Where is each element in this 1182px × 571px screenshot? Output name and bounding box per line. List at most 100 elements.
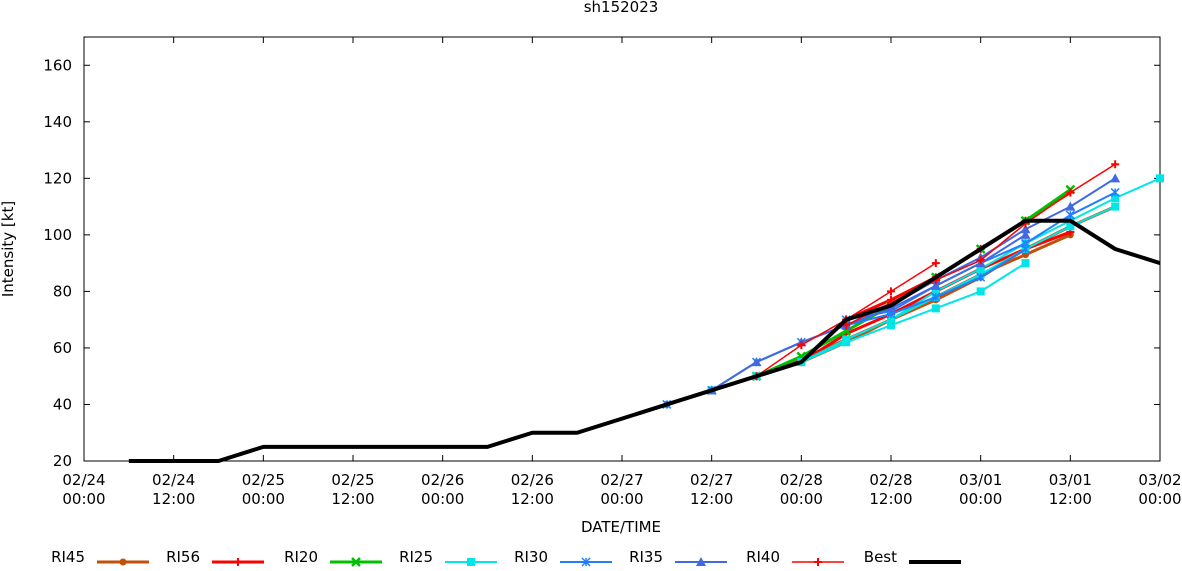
x-tick-date: 02/27 (690, 471, 733, 489)
ri25-point (931, 287, 940, 296)
legend-label: RI56 (166, 548, 200, 566)
ri40-point (842, 321, 851, 330)
ri25-point (887, 321, 895, 330)
y-tick-label: 20 (53, 452, 72, 470)
legend-marker (581, 557, 591, 567)
ri25-point (842, 335, 851, 344)
series-ri35 (706, 173, 1121, 395)
ri25-point (976, 264, 985, 273)
legend-label: RI30 (514, 548, 548, 566)
legend: RI45 RI56 RI20 RI25 RI30 RI35 RI40 Best (51, 548, 961, 567)
ri40-point (976, 256, 985, 265)
legend-label: RI40 (746, 548, 780, 566)
legend-item-ri35: RI35 (629, 548, 727, 566)
x-axis-label: DATE/TIME (581, 518, 661, 536)
y-tick-label: 160 (43, 56, 72, 74)
x-axis: 02/2400:0002/2412:0002/2500:0002/2512:00… (62, 37, 1182, 508)
ri40-point (797, 341, 806, 350)
legend-marker (467, 558, 475, 566)
legend-label: Best (864, 548, 897, 566)
x-tick-time: 12:00 (331, 490, 374, 508)
x-tick-time: 00:00 (959, 490, 1002, 508)
ri35-point (1110, 173, 1121, 183)
ri25-point (1111, 194, 1120, 203)
ri25-point (976, 287, 985, 296)
ri25-point (887, 315, 895, 324)
y-tick-label: 120 (43, 169, 72, 187)
ri40-point (931, 259, 940, 268)
x-tick-date: 02/27 (600, 471, 643, 489)
x-tick-time: 00:00 (242, 490, 285, 508)
x-tick-date: 02/24 (62, 471, 105, 489)
y-axis: 20 40 60 80 100 120 140 160 (43, 56, 1160, 470)
ri35-point (1020, 224, 1031, 234)
legend-marker (234, 558, 242, 566)
legend-item-ri45: RI45 (51, 548, 149, 566)
ri30-point (976, 272, 986, 282)
x-tick-time: 12:00 (690, 490, 733, 508)
best-line (128, 218, 1161, 463)
legend-label: RI20 (284, 548, 318, 566)
ri30-point (1065, 210, 1075, 220)
ri30-point (1020, 238, 1031, 248)
ri35-point (1065, 201, 1076, 211)
x-tick-time: 12:00 (511, 490, 554, 508)
x-tick-date: 03/01 (1049, 471, 1092, 489)
x-tick-time: 00:00 (1138, 490, 1181, 508)
ri30-point (1110, 187, 1120, 197)
series-best (128, 218, 1161, 463)
y-tick-label: 100 (43, 226, 72, 244)
x-tick-date: 02/25 (242, 471, 285, 489)
ri25-point (1111, 202, 1120, 211)
ri25-point (1156, 174, 1164, 183)
ri25-line (800, 205, 1116, 363)
ri25-point (931, 304, 940, 313)
x-tick-date: 02/28 (780, 471, 823, 489)
x-tick-time: 12:00 (1049, 490, 1092, 508)
y-tick-label: 80 (53, 282, 72, 300)
legend-item-ri40: RI40 (746, 548, 844, 566)
ri40-point (1066, 188, 1075, 197)
legend-item-ri20: RI20 (284, 548, 382, 567)
x-tick-date: 03/01 (959, 471, 1002, 489)
legend-marker (351, 557, 361, 567)
y-axis-label: Intensity [kt] (0, 201, 17, 297)
x-tick-time: 12:00 (152, 490, 195, 508)
ri30-point (931, 292, 941, 302)
series-lines (128, 160, 1164, 463)
series-ri20 (751, 184, 1076, 382)
x-tick-date: 02/25 (331, 471, 374, 489)
ri35-point (751, 357, 762, 367)
x-tick-date: 02/26 (511, 471, 554, 489)
ri35-point (930, 280, 941, 290)
y-tick-label: 40 (53, 395, 72, 413)
y-tick-label: 140 (43, 113, 72, 131)
legend-label: RI45 (51, 548, 85, 566)
ri25-line (711, 262, 1027, 392)
legend-item-ri30: RI30 (514, 548, 612, 567)
legend-item-ri56: RI56 (166, 548, 264, 566)
legend-item-ri25: RI25 (399, 548, 497, 566)
x-tick-time: 00:00 (421, 490, 464, 508)
x-tick-time: 00:00 (780, 490, 823, 508)
legend-marker (119, 558, 127, 566)
x-tick-time: 12:00 (869, 490, 912, 508)
legend-label: RI25 (399, 548, 433, 566)
x-tick-time: 00:00 (62, 490, 105, 508)
x-tick-date: 02/26 (421, 471, 464, 489)
legend-marker (696, 557, 706, 566)
x-tick-date: 03/02 (1138, 471, 1181, 489)
ri25-point (1066, 222, 1075, 231)
y-tick-label: 60 (53, 339, 72, 357)
plot-frame (83, 36, 1161, 462)
x-tick-date: 02/24 (152, 471, 195, 489)
legend-item-best: Best (864, 548, 961, 566)
x-tick-time: 00:00 (600, 490, 643, 508)
x-tick-date: 02/28 (869, 471, 912, 489)
legend-marker (814, 558, 822, 566)
series-ri56 (662, 188, 1075, 409)
chart-title: sh152023 (584, 0, 659, 16)
legend-label: RI35 (629, 548, 663, 566)
ri40-point (1111, 160, 1120, 169)
